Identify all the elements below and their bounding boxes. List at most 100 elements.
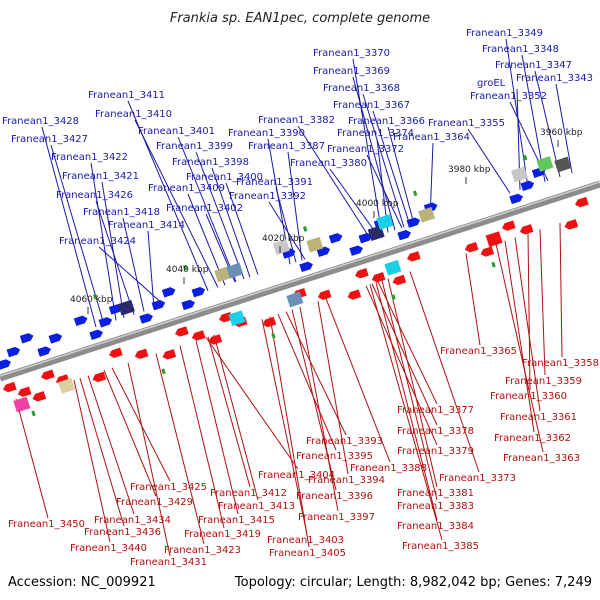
- reverse-gene-arrow: [191, 330, 206, 341]
- forward-gene-arrow: [520, 180, 535, 192]
- kbp-ticks: 3960 kbp 3980 kbp 4000 kbp 4020 kbp 4040 kbp…: [70, 128, 583, 314]
- leader-line: [205, 337, 299, 470]
- reverse-gene-arrow: [317, 289, 332, 300]
- marker: [391, 294, 396, 300]
- leader-line: [375, 282, 438, 521]
- gene-label-top: Franean1_3348: [482, 44, 559, 55]
- gene-label-top: Franean1_3368: [323, 83, 400, 94]
- gene-label-top: groEL: [477, 78, 506, 89]
- gene-label-top: Franean1_3398: [172, 157, 249, 168]
- leader-line: [15, 398, 49, 519]
- gene-label-bottom: Franean1_3436: [84, 527, 161, 538]
- leader-line: [179, 345, 225, 529]
- leader-line: [352, 76, 396, 231]
- feature-box: [214, 266, 232, 283]
- leader-line: [362, 93, 405, 228]
- leader-line: [213, 334, 259, 501]
- backbone-highlight: [0, 181, 600, 377]
- feature-box: [384, 259, 402, 276]
- gene-label-top: Franean1_3366: [348, 116, 425, 127]
- marker: [93, 293, 98, 300]
- leader-line: [147, 230, 155, 309]
- kbp-tick-label: 4060 kbp: [70, 295, 113, 305]
- leader-line: [559, 222, 563, 358]
- gene-label-bottom: Franean1_3405: [269, 548, 346, 559]
- gene-label-bottom: Franean1_3403: [267, 535, 344, 546]
- leader-line: [73, 379, 111, 543]
- leader-line: [98, 246, 165, 306]
- leader-line: [285, 311, 347, 436]
- forward-gene-arrow: [73, 315, 88, 327]
- gene-label-bottom: Franean1_3381: [397, 488, 474, 499]
- leader-line: [387, 126, 415, 225]
- marker: [183, 264, 188, 271]
- reverse-gene-arrow: [41, 369, 55, 380]
- leader-line: [325, 298, 391, 463]
- feature-box: [376, 214, 394, 230]
- gene-label-top: Franean1_3411: [88, 90, 165, 101]
- gene-label-bottom: Franean1_3359: [505, 376, 582, 387]
- gene-label-bottom: Franean1_3434: [94, 515, 171, 526]
- leader-line: [514, 237, 541, 412]
- reverse-gene-arrow: [564, 219, 579, 230]
- gene-label-bottom: Franean1_3394: [308, 475, 385, 486]
- kbp-tick-label: 3960 kbp: [540, 128, 583, 138]
- leader-line: [195, 151, 245, 280]
- gene-label-bottom: Franean1_3378: [397, 426, 474, 437]
- reverse-gene-arrow: [92, 371, 107, 383]
- reverse-gene-arrow: [355, 268, 369, 279]
- leader-line: [317, 301, 349, 475]
- gene-label-top: Franean1_3374: [337, 128, 414, 139]
- leader-line: [381, 280, 438, 501]
- reverse-gene-arrow: [32, 391, 47, 402]
- forward-gene-arrow: [328, 233, 343, 244]
- leader-line: [101, 181, 125, 318]
- gene-label-top: Franean1_3355: [428, 118, 505, 129]
- reverse-gene-arrow: [519, 224, 534, 235]
- leader-line: [90, 162, 117, 321]
- leader-line: [122, 217, 145, 312]
- reverse-gene-arrow: [347, 289, 362, 300]
- gene-label-bottom: Franean1_3396: [296, 491, 373, 502]
- gene-label-bottom: Franean1_3365: [440, 346, 517, 357]
- reverse-gene-arrow: [464, 241, 479, 253]
- feature-box: [226, 262, 244, 279]
- gene-label-bottom: Franean1_3360: [490, 391, 567, 402]
- gene-label-bottom: Franean1_3379: [397, 446, 474, 457]
- forward-gene-arrow: [48, 333, 63, 344]
- gene-label-bottom: Franean1_3397: [298, 512, 375, 523]
- gene-label-bottom: Franean1_3384: [397, 521, 474, 532]
- gene-track: [0, 154, 600, 417]
- forward-gene-arrow: [406, 217, 421, 228]
- gene-label-bottom: Franean1_3377: [397, 405, 474, 416]
- gene-label-bottom: Franean1_3385: [402, 541, 479, 552]
- reverse-gene-arrow: [407, 251, 421, 262]
- leader-line: [409, 271, 480, 473]
- gene-label-bottom: Franean1_3362: [494, 433, 571, 444]
- leader-line: [495, 243, 544, 453]
- leader-line: [207, 336, 251, 488]
- leader-line: [504, 240, 535, 433]
- gene-label-top: Franean1_3409: [148, 183, 225, 194]
- genome-summary: Topology: circular; Length: 8,982,042 bp…: [234, 575, 592, 590]
- leader-line: [155, 353, 205, 545]
- feature-box: [306, 236, 324, 253]
- forward-gene-arrow: [358, 232, 373, 244]
- gene-label-top: Franean1_3422: [51, 152, 128, 163]
- feature-box: [418, 206, 436, 223]
- leader-line: [555, 83, 573, 174]
- leader-line: [103, 370, 157, 497]
- feature-box: [536, 156, 554, 172]
- gene-label-bottom: Franean1_3429: [116, 497, 193, 508]
- leader-line: [527, 233, 531, 391]
- genome-backbone: [0, 180, 600, 382]
- gene-label-top: Franean1_3427: [11, 134, 88, 145]
- feature-box: [58, 378, 76, 394]
- reverse-gene-arrow: [109, 347, 123, 358]
- gene-label-bottom: Franean1_3388: [350, 463, 427, 474]
- gene-label-top: Franean1_3410: [95, 109, 172, 120]
- gene-label-top: Franean1_3380: [290, 158, 367, 169]
- leader-line: [261, 319, 308, 535]
- gene-label-top: Franean1_3428: [2, 116, 79, 127]
- reverse-gene-arrow: [575, 196, 589, 208]
